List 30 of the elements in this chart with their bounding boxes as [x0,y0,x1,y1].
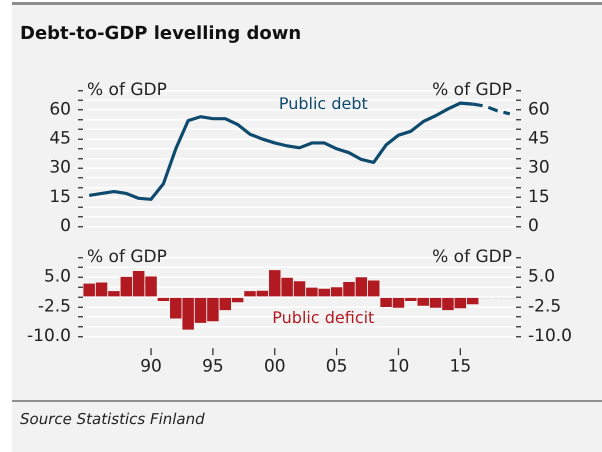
y-tick-label: 60 [49,99,71,120]
y-tick-label: 30 [49,158,71,178]
y2-tick-label: 5.0 [528,266,556,287]
y-tick-label: 45 [49,128,71,148]
y2-axis-title: % of GDP [432,246,512,267]
chart-title: Debt-to-GDP levelling down [20,23,302,44]
y2-tick-label: 30 [528,158,550,178]
y2-tick-label: 45 [528,128,550,148]
y-axis-title: % of GDP [87,80,167,100]
y-tick-label: 5.0 [44,266,71,287]
y-axis-title: % of GDP [87,246,167,267]
y2-tick-label: -2.5 [528,296,562,316]
y-tick-label: 15 [49,186,71,207]
y-tick-label: -10.0 [27,326,71,346]
x-tick-label: 00 [264,356,286,377]
x-tick-label: 15 [450,356,472,377]
y-tick-label: -2.5 [38,296,71,316]
y2-tick-label: -10.0 [528,326,572,346]
series-label: Public deficit [272,308,374,327]
y2-tick-label: 60 [528,99,550,120]
x-tick-label: 90 [140,356,162,377]
y2-axis-title: % of GDP [432,80,512,100]
x-tick-label: 10 [388,356,410,377]
y2-tick-label: 0 [528,216,539,236]
x-tick-label: 95 [202,356,224,377]
y2-tick-label: 15 [528,186,550,207]
series-label: Public debt [278,94,368,114]
x-tick-label: 05 [326,356,348,377]
source-note: Source Statistics Finland [12,400,602,428]
y-tick-label: 0 [60,216,71,236]
